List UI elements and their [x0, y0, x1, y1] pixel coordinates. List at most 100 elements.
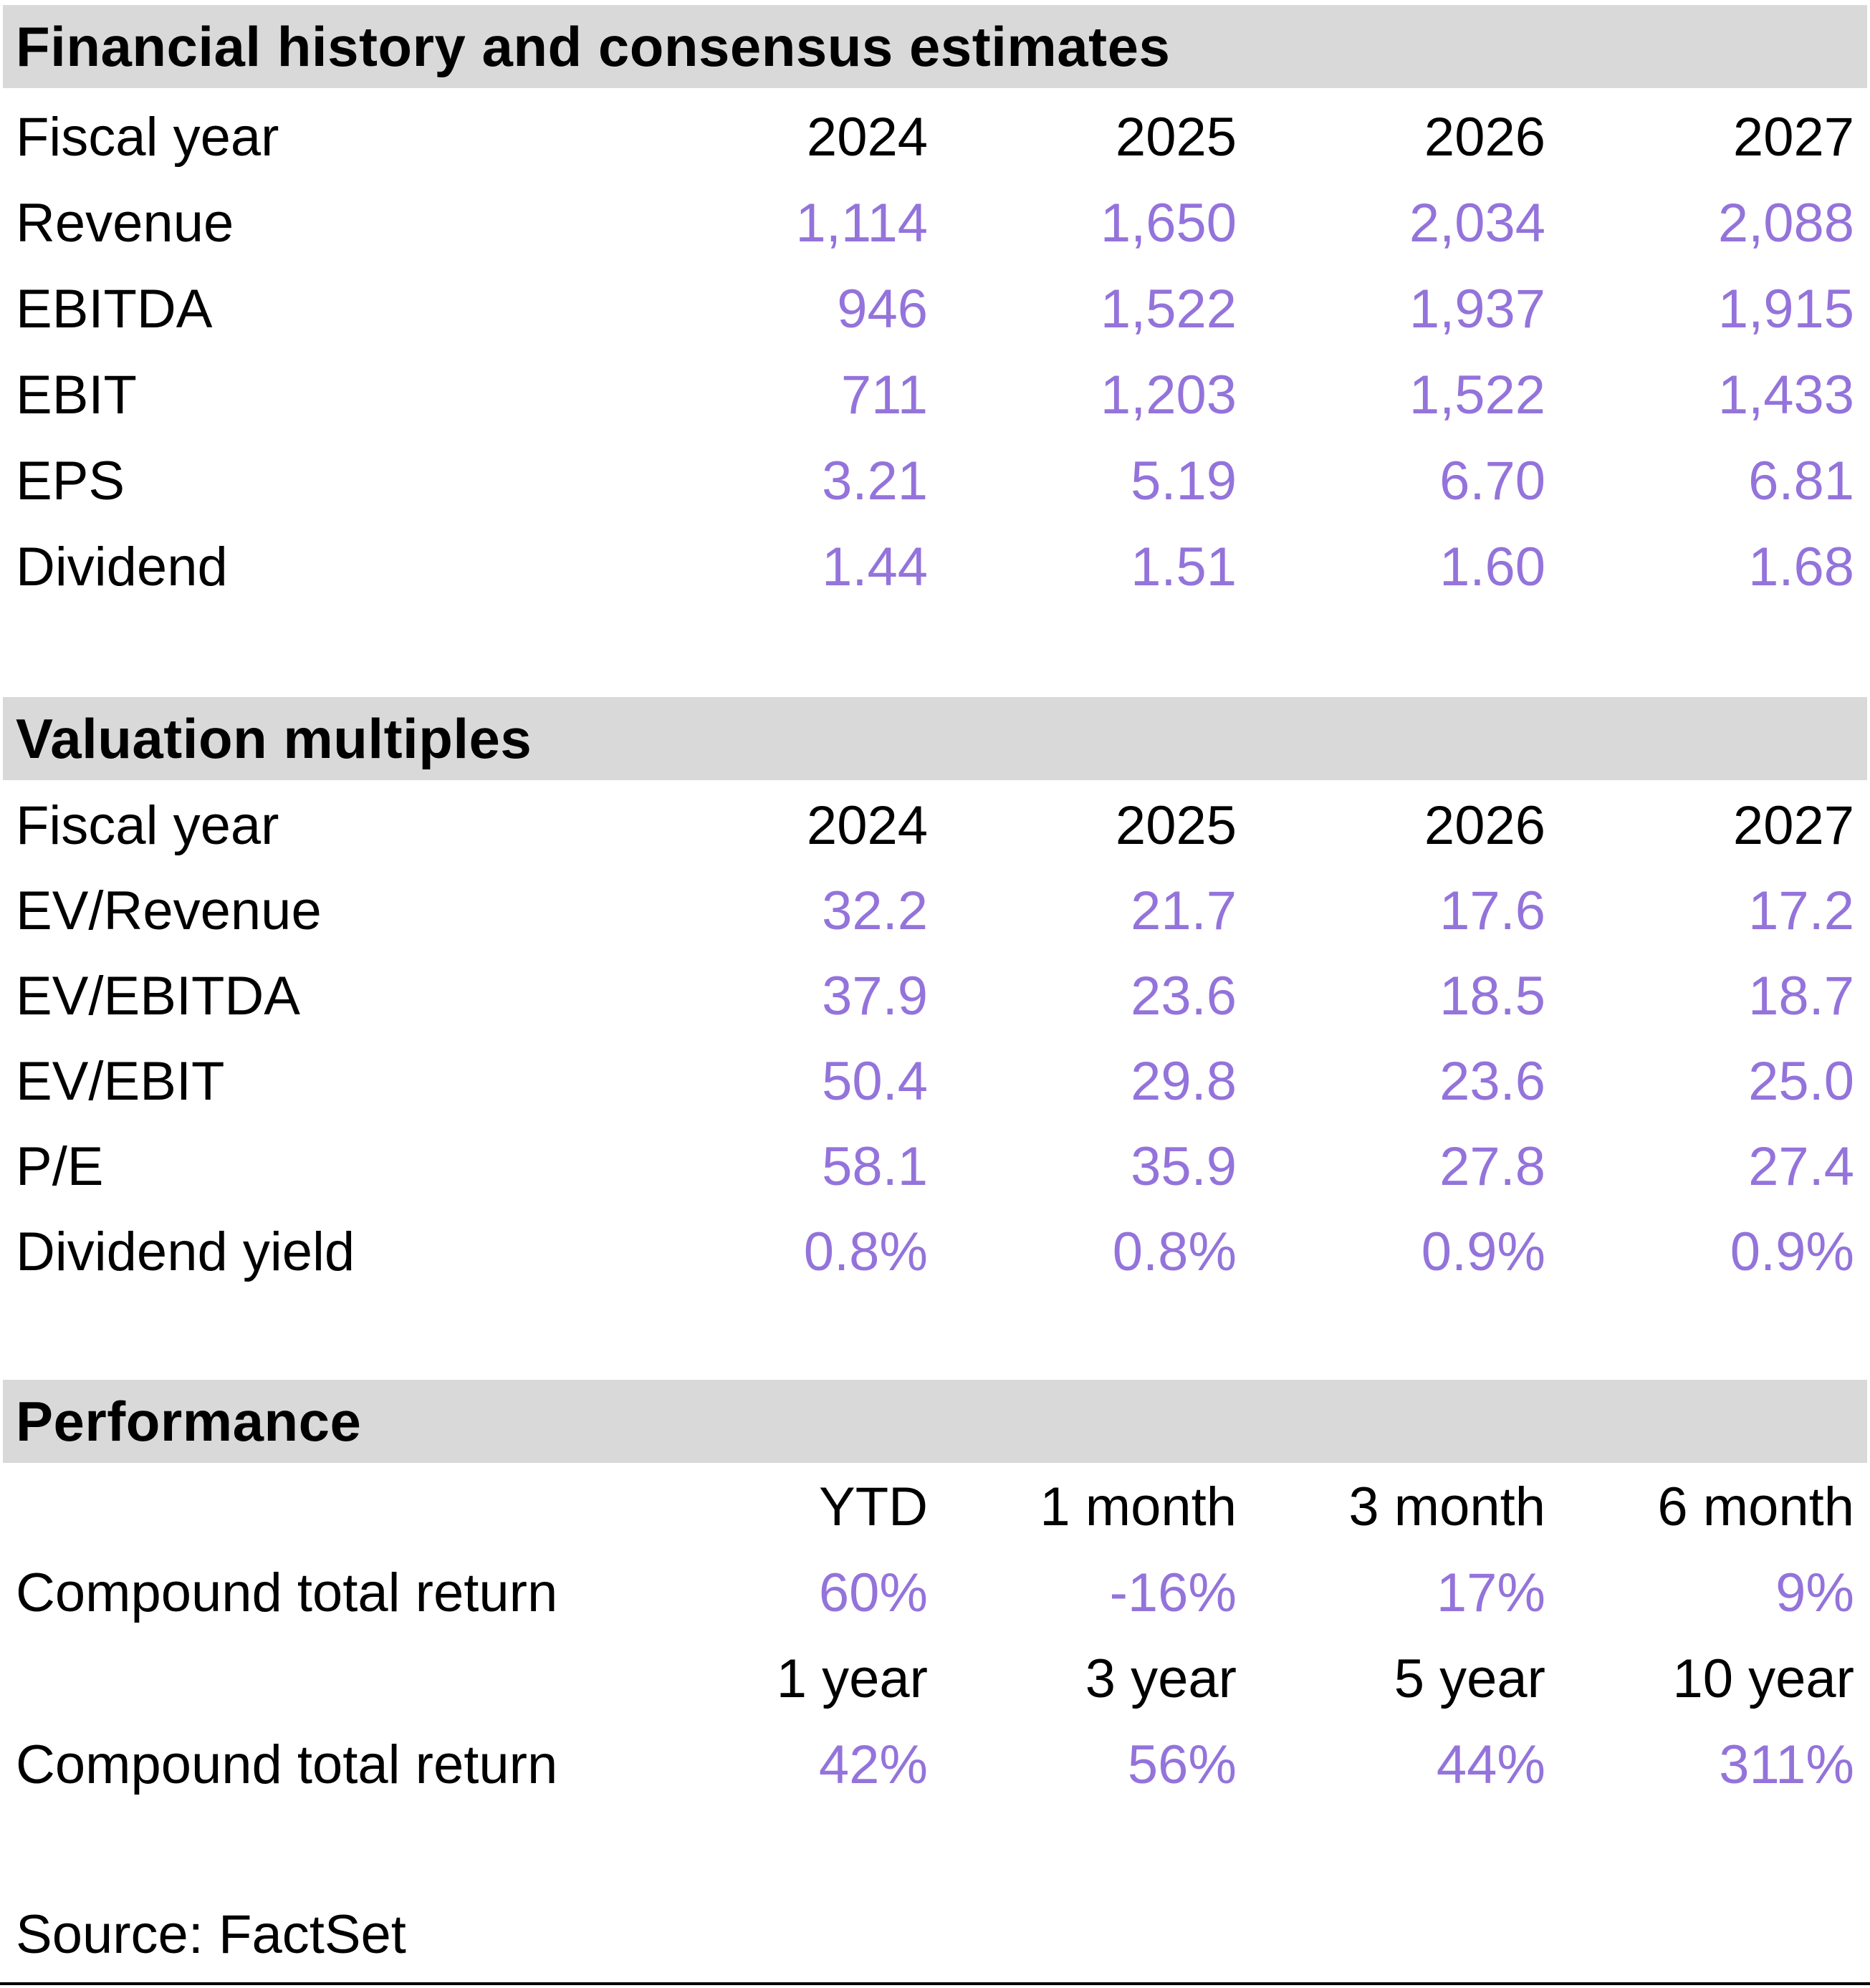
table-row-ebit: EBIT 711 1,203 1,522 1,433 — [0, 352, 1870, 438]
performance-table: YTD 1 month 3 month 6 month Compound tot… — [0, 1464, 1870, 1807]
period-header-cell: 3 year — [1085, 1648, 1237, 1709]
value-cell: 29.8 — [1131, 1051, 1237, 1112]
row-label: EBITDA — [16, 278, 213, 340]
value-cell: 9% — [1775, 1562, 1854, 1623]
value-cell: 42% — [818, 1734, 928, 1795]
row-label: Dividend yield — [16, 1221, 355, 1282]
row-label: EBIT — [16, 364, 137, 426]
year-header-cell: 2025 — [1115, 795, 1237, 856]
value-cell: 27.8 — [1439, 1136, 1545, 1197]
table-row-eps: EPS 3.21 5.19 6.70 6.81 — [0, 438, 1870, 524]
value-cell: 1,114 — [795, 192, 928, 254]
value-cell: 6.81 — [1748, 450, 1854, 512]
period-header-cell: 5 year — [1394, 1648, 1545, 1709]
value-cell: 6.70 — [1439, 450, 1545, 512]
row-label: EPS — [16, 450, 125, 512]
table-row-revenue: Revenue 1,114 1,650 2,034 2,088 — [0, 180, 1870, 266]
section-title: Valuation multiples — [16, 706, 532, 770]
year-header-cell: 2026 — [1424, 795, 1545, 856]
period-header-cell: 6 month — [1657, 1476, 1854, 1537]
value-cell: 17.2 — [1748, 880, 1854, 941]
row-label: Fiscal year — [16, 106, 279, 168]
value-cell: 32.2 — [822, 880, 928, 941]
year-header-cell: 2026 — [1424, 106, 1545, 168]
period-header-cell: 1 year — [776, 1648, 928, 1709]
section-header-performance: Performance — [3, 1380, 1867, 1463]
value-cell: 1,203 — [1100, 364, 1237, 426]
value-cell: 1.51 — [1131, 536, 1237, 597]
financial-history-table: Fiscal year 2024 2025 2026 2027 Revenue … — [0, 94, 1870, 610]
value-cell: 23.6 — [1131, 966, 1237, 1027]
value-cell: 5.19 — [1131, 450, 1237, 512]
table-row-ebitda: EBITDA 946 1,522 1,937 1,915 — [0, 266, 1870, 352]
value-cell: 3.21 — [822, 450, 928, 512]
year-header-cell: 2025 — [1115, 106, 1237, 168]
value-cell: 311% — [1719, 1734, 1854, 1795]
value-cell: 1.44 — [822, 536, 928, 597]
value-cell: 1,522 — [1100, 278, 1237, 340]
value-cell: 58.1 — [822, 1136, 928, 1197]
table-row-dividend-yield: Dividend yield 0.8% 0.8% 0.9% 0.9% — [0, 1209, 1870, 1295]
value-cell: 17.6 — [1439, 880, 1545, 941]
value-cell: -16% — [1109, 1562, 1237, 1623]
value-cell: 1,522 — [1409, 364, 1545, 426]
year-header-cell: 2027 — [1732, 795, 1854, 856]
value-cell: 37.9 — [822, 966, 928, 1027]
section-title: Financial history and consensus estimate… — [16, 14, 1171, 78]
row-label: Compound total return — [16, 1734, 558, 1795]
year-header-cell: 2024 — [806, 795, 928, 856]
table-row-ev-ebit: EV/EBIT 50.4 29.8 23.6 25.0 — [0, 1039, 1870, 1124]
value-cell: 1,650 — [1100, 192, 1237, 254]
value-cell: 17% — [1436, 1562, 1545, 1623]
period-header-cell: YTD — [819, 1476, 928, 1537]
value-cell: 25.0 — [1748, 1051, 1854, 1112]
year-header-cell: 2027 — [1732, 106, 1854, 168]
value-cell: 21.7 — [1131, 880, 1237, 941]
period-header-cell: 10 year — [1672, 1648, 1855, 1709]
period-header-cell: 1 month — [1040, 1476, 1237, 1537]
value-cell: 27.4 — [1748, 1136, 1854, 1197]
value-cell: 1,433 — [1717, 364, 1854, 426]
row-label: EV/Revenue — [16, 880, 322, 941]
value-cell: 0.9% — [1730, 1221, 1854, 1282]
value-cell: 18.5 — [1439, 966, 1545, 1027]
value-cell: 50.4 — [822, 1051, 928, 1112]
section-header-valuation-multiples: Valuation multiples — [3, 697, 1867, 780]
year-header-cell: 2024 — [806, 106, 928, 168]
table-row-ev-revenue: EV/Revenue 32.2 21.7 17.6 17.2 — [0, 868, 1870, 954]
value-cell: 946 — [837, 278, 928, 340]
value-cell: 18.7 — [1748, 966, 1854, 1027]
section-title: Performance — [16, 1389, 362, 1453]
value-cell: 1.60 — [1439, 536, 1545, 597]
value-cell: 2,088 — [1717, 192, 1854, 254]
source-attribution: Source: FactSet — [16, 1903, 406, 1965]
value-cell: 35.9 — [1131, 1136, 1237, 1197]
row-label: Dividend — [16, 536, 228, 597]
value-cell: 0.8% — [803, 1221, 928, 1282]
period-header-cell: 3 month — [1348, 1476, 1545, 1537]
row-label: Revenue — [16, 192, 234, 254]
fiscal-year-header-row: Fiscal year 2024 2025 2026 2027 — [0, 94, 1870, 180]
value-cell: 23.6 — [1439, 1051, 1545, 1112]
row-label: Compound total return — [16, 1562, 558, 1623]
row-label: EV/EBIT — [16, 1051, 225, 1112]
row-label: Fiscal year — [16, 795, 279, 856]
value-cell: 1,937 — [1409, 278, 1545, 340]
period-header-row-short: YTD 1 month 3 month 6 month — [0, 1464, 1870, 1550]
value-cell: 0.8% — [1112, 1221, 1237, 1282]
value-cell: 1.68 — [1748, 536, 1854, 597]
valuation-multiples-table: Fiscal year 2024 2025 2026 2027 EV/Reven… — [0, 783, 1870, 1295]
table-row-ev-ebitda: EV/EBITDA 37.9 23.6 18.5 18.7 — [0, 954, 1870, 1039]
row-label: EV/EBITDA — [16, 966, 300, 1027]
value-cell: 0.9% — [1421, 1221, 1545, 1282]
value-cell: 44% — [1436, 1734, 1545, 1795]
value-cell: 2,034 — [1409, 192, 1545, 254]
table-row-compound-total-return-long: Compound total return 42% 56% 44% 311% — [0, 1722, 1870, 1807]
table-row-dividend: Dividend 1.44 1.51 1.60 1.68 — [0, 524, 1870, 610]
row-label: P/E — [16, 1136, 104, 1197]
source-row: Source: FactSet — [0, 1891, 1870, 1977]
value-cell: 711 — [840, 364, 928, 426]
section-header-financial-history: Financial history and consensus estimate… — [3, 5, 1867, 88]
table-row-compound-total-return-short: Compound total return 60% -16% 17% 9% — [0, 1550, 1870, 1636]
